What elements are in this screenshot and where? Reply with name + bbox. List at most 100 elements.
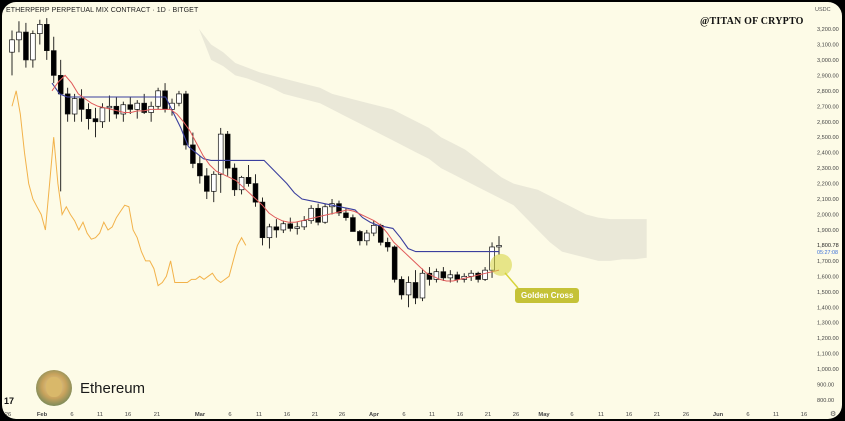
bullish-candle <box>280 223 287 231</box>
x-axis-label: 11 <box>97 412 103 418</box>
y-axis-label: 2,300.00 <box>817 166 839 172</box>
golden-cross-marker <box>490 253 512 276</box>
bearish-candle <box>426 272 433 280</box>
x-axis-label: 21 <box>154 412 160 418</box>
bullish-candle <box>294 226 300 229</box>
bearish-candle <box>183 93 189 146</box>
chikou-span-line <box>11 90 247 287</box>
y-axis-label: 3,200.00 <box>817 27 839 33</box>
y-axis-label: 2,900.00 <box>817 73 839 79</box>
price-tag-bg <box>814 240 842 249</box>
golden-cross-label: Golden Cross <box>515 288 580 303</box>
x-axis-label: 21 <box>654 412 660 418</box>
bearish-candle <box>391 246 398 280</box>
x-axis-label: 21 <box>485 412 491 418</box>
currency-label: USDC <box>815 7 831 13</box>
bearish-candle <box>412 282 419 299</box>
bearish-candle <box>141 102 147 113</box>
y-axis-label: 1,100.00 <box>817 352 839 358</box>
bearish-candle <box>475 272 481 280</box>
bullish-candle <box>405 282 412 296</box>
bearish-candle <box>259 201 266 239</box>
bullish-candle <box>99 107 106 123</box>
bullish-candle <box>155 90 161 107</box>
bearish-candle <box>204 175 210 192</box>
bullish-candle <box>176 93 182 104</box>
x-axis-label: 6 <box>402 412 405 418</box>
y-axis-label: 1,600.00 <box>817 274 839 280</box>
x-axis-label: Jun <box>713 412 724 418</box>
y-axis-label: 3,000.00 <box>817 58 839 64</box>
bearish-candle <box>398 279 405 296</box>
x-axis-label: 26 <box>683 412 689 418</box>
x-axis-label: 16 <box>626 412 632 418</box>
chart-title: ETHERPERP PERPETUAL MIX CONTRACT · 1D · … <box>6 7 199 14</box>
bearish-candle <box>343 212 349 218</box>
bullish-candle <box>371 224 377 234</box>
x-axis-label: Apr <box>369 412 380 418</box>
x-axis-label: Mar <box>195 412 206 418</box>
ichimoku-cloud <box>199 29 647 261</box>
y-axis-label: 2,000.00 <box>817 213 839 219</box>
bearish-candle <box>50 50 57 76</box>
bullish-candle <box>364 232 370 242</box>
bearish-candle <box>127 104 134 110</box>
y-axis-label: 1,300.00 <box>817 321 839 327</box>
bearish-candle <box>350 217 356 232</box>
y-axis-label: 2,800.00 <box>817 89 839 95</box>
x-axis-label: 11 <box>598 412 604 418</box>
bullish-candle <box>482 269 488 280</box>
y-axis-label: 900.00 <box>817 383 834 389</box>
bearish-candle <box>190 144 196 164</box>
avatar-face-icon <box>46 377 62 397</box>
x-axis-label: 6 <box>70 412 73 418</box>
x-axis-label: Feb <box>37 412 48 418</box>
bullish-candle <box>301 220 307 228</box>
bearish-candle <box>85 109 92 120</box>
bullish-candle <box>447 274 454 279</box>
x-axis-label: May <box>538 412 550 418</box>
bullish-candle <box>106 105 113 109</box>
y-axis-label: 1,900.00 <box>817 228 839 234</box>
bullish-candle <box>134 102 140 110</box>
bearish-candle <box>23 31 29 61</box>
x-axis-label: 16 <box>284 412 290 418</box>
ethereum-avatar <box>36 370 76 406</box>
bearish-candle <box>64 93 71 115</box>
x-axis-label: 6 <box>570 412 573 418</box>
x-axis-label: 26 <box>339 412 345 418</box>
watermark: @TITAN OF CRYPTO <box>700 16 804 27</box>
bullish-candle <box>496 245 502 248</box>
y-axis-label: 2,500.00 <box>817 135 839 141</box>
tradingview-logo-icon: 17 <box>4 396 15 406</box>
x-axis-label: 6 <box>746 412 749 418</box>
bearish-candle <box>315 207 321 223</box>
bullish-candle <box>211 173 217 192</box>
y-axis-label: 800.00 <box>817 398 834 404</box>
countdown-label: 05:27:08 <box>817 250 838 256</box>
bearish-candle <box>44 24 50 51</box>
bearish-candle <box>454 274 461 280</box>
tenkan-sen-line <box>51 74 500 282</box>
price-tag: 1,800.78 <box>817 243 839 249</box>
bearish-candle <box>440 271 447 279</box>
bullish-candle <box>419 272 426 299</box>
x-axis-label: 26 <box>513 412 519 418</box>
y-axis-label: 1,700.00 <box>817 259 839 265</box>
bearish-candle <box>245 177 252 184</box>
x-axis-label: 11 <box>773 412 779 418</box>
bullish-candle <box>16 31 22 41</box>
bullish-candle <box>308 207 314 222</box>
settings-gear-icon: ⚙ <box>830 410 836 418</box>
kijun-sen-line <box>51 82 499 253</box>
bearish-candle <box>197 163 203 177</box>
bearish-candle <box>273 226 280 231</box>
x-axis-label: 21 <box>312 412 318 418</box>
bearish-candle <box>357 231 363 242</box>
x-axis-label: 6 <box>228 412 231 418</box>
bullish-candle <box>30 33 36 61</box>
bearish-candle <box>92 118 99 123</box>
